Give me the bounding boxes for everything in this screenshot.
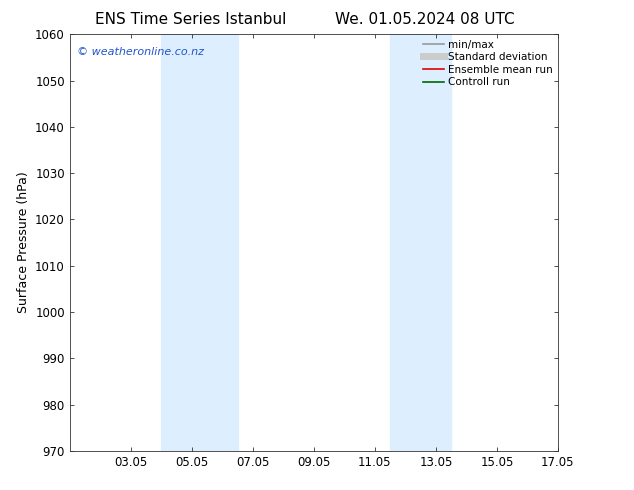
Legend: min/max, Standard deviation, Ensemble mean run, Controll run: min/max, Standard deviation, Ensemble me… <box>423 40 553 87</box>
Bar <box>161 34 238 451</box>
Text: ENS Time Series Istanbul: ENS Time Series Istanbul <box>94 12 286 27</box>
Y-axis label: Surface Pressure (hPa): Surface Pressure (hPa) <box>16 172 30 314</box>
Bar <box>390 34 451 451</box>
Text: We. 01.05.2024 08 UTC: We. 01.05.2024 08 UTC <box>335 12 515 27</box>
Text: © weatheronline.co.nz: © weatheronline.co.nz <box>77 47 204 57</box>
